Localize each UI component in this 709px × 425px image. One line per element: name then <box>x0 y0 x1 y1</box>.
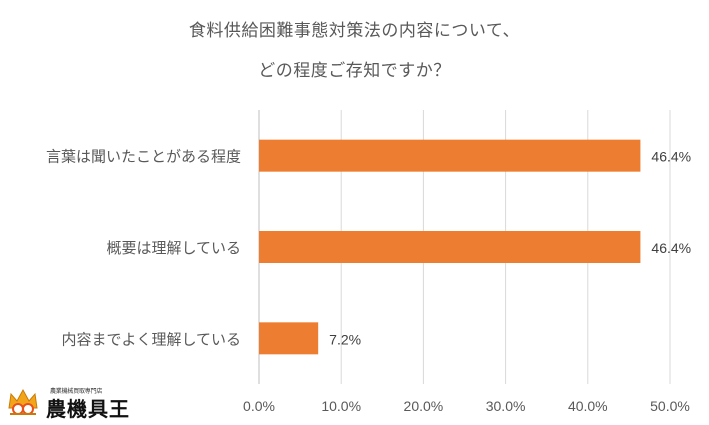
x-tick-label: 0.0% <box>243 398 275 414</box>
x-tick-label: 40.0% <box>568 398 608 414</box>
category-label: 概要は理解している <box>106 239 241 257</box>
chart-title-line-2: どの程度ご存知ですか？ <box>258 61 451 81</box>
chart-title-line-1: 食料供給困難事態対策法の内容について、 <box>188 21 521 41</box>
x-tick-label: 20.0% <box>404 398 444 414</box>
bar <box>259 322 319 355</box>
category-label: 言葉は聞いたことがある程度 <box>46 148 241 166</box>
x-tick-label: 10.0% <box>321 398 361 414</box>
category-label: 内容までよく理解している <box>61 330 241 348</box>
bar <box>259 139 641 172</box>
logo-subtext: 農業機械買取専門店 <box>50 388 103 395</box>
data-label: 46.4% <box>651 240 691 256</box>
data-label: 7.2% <box>329 331 361 347</box>
brand-logo: 農業機械買取専門店 農機具王 <box>6 384 136 421</box>
crown-logo-icon <box>8 388 38 415</box>
x-tick-label: 30.0% <box>486 398 526 414</box>
x-tick-label: 50.0% <box>650 398 690 414</box>
logo-text: 農機具王 <box>46 397 130 421</box>
data-label: 46.4% <box>651 149 691 165</box>
bar <box>259 231 641 263</box>
